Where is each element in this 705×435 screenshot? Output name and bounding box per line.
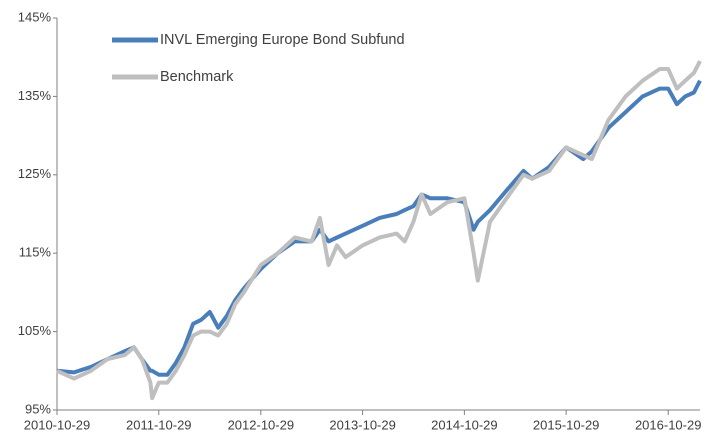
y-tick-label: 105% [18, 323, 52, 338]
x-tick-label: 2015-10-29 [533, 417, 600, 432]
y-tick-label: 135% [18, 88, 52, 103]
y-tick-label: 125% [18, 166, 52, 181]
y-tick-label: 115% [19, 245, 52, 260]
x-tick-label: 2011-10-29 [126, 417, 192, 432]
y-tick-label: 95% [25, 401, 51, 416]
legend-label: Benchmark [160, 69, 234, 85]
x-tick-label: 2014-10-29 [431, 417, 498, 432]
series-line [56, 60, 702, 401]
y-tick-label: 145% [18, 9, 52, 24]
x-tick-label: 2010-10-29 [24, 417, 91, 432]
series-line [56, 79, 702, 377]
x-tick-label: 2012-10-29 [228, 417, 295, 432]
legend: INVL Emerging Europe Bond Subfund Benchma… [112, 32, 405, 85]
legend-label: INVL Emerging Europe Bond Subfund [160, 32, 405, 48]
x-tick-label: 2016-10-29 [635, 417, 702, 432]
x-tick-label: 2013-10-29 [329, 417, 396, 432]
